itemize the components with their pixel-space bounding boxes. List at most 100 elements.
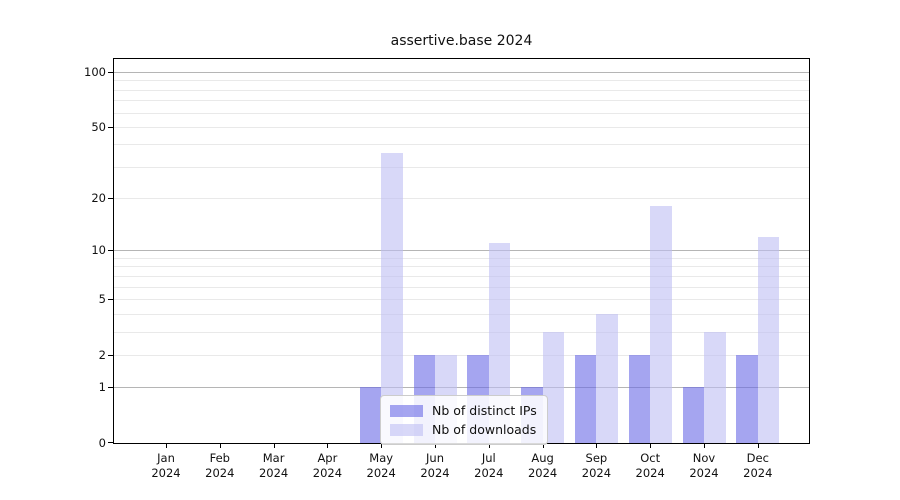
x-tick-sep [596,443,598,448]
bar-nb-of-distinct-ips-dec [736,354,758,443]
y-tick-label-0: 0 [98,436,106,450]
y-tick-label-20: 20 [91,191,106,206]
x-label-year: 2024 [420,466,450,480]
bar-nb-of-distinct-ips-sep [574,354,597,443]
y-tick-0 [108,442,113,443]
bar-nb-of-downloads-dec [757,236,780,443]
bar-nb-of-downloads-aug [542,331,565,443]
bar-nb-of-downloads-oct [650,206,672,443]
x-tick-apr [327,443,329,448]
bar-nb-of-distinct-ips-may [359,387,382,443]
minor-gridline [114,166,809,168]
x-tick-label-apr: Apr 2024 [295,451,359,481]
bar-nb-of-distinct-ips-nov [682,387,704,443]
plot-area: Nb of distinct IPs Nb of downloads 0 1 2 5 1… [84,58,810,480]
bar-nb-of-downloads-sep [596,313,618,443]
minor-gridline [114,275,809,277]
y-tick-1 [108,387,113,389]
y-tick-label-10: 10 [91,243,106,258]
major-gridline-5 [114,298,809,300]
x-tick-nov [704,443,705,448]
x-label-month: Nov [692,451,716,465]
x-tick-may [381,443,383,448]
legend-item-distinct-ips: Nb of distinct IPs [390,401,537,420]
y-tick-50 [108,126,113,128]
legend-swatch-downloads [390,423,423,436]
x-tick-label-oct: Oct 2024 [618,451,682,481]
x-label-month: Jan [157,451,175,465]
x-label-month: May [369,451,394,465]
x-label-year: 2024 [205,466,235,480]
x-tick-feb [219,443,221,448]
minor-gridline [114,89,809,91]
legend-item-downloads: Nb of downloads [390,420,537,439]
x-tick-label-dec: Dec 2024 [726,451,790,481]
y-tick-10 [108,250,113,252]
x-tick-label-feb: Feb 2024 [188,451,252,481]
x-tick-label-aug: Aug 2024 [511,451,575,481]
x-tick-mar [273,443,275,448]
x-tick-label-nov: Nov 2024 [672,451,736,481]
y-tick-label-2: 2 [98,347,106,362]
minor-gridline [114,313,809,315]
bar-nb-of-downloads-jul [488,243,511,443]
legend-label-distinct-ips: Nb of distinct IPs [432,403,537,418]
major-gridline-10 [114,250,809,252]
legend: Nb of distinct IPs Nb of downloads [380,395,548,445]
legend-label-downloads: Nb of downloads [432,422,537,437]
x-label-year: 2024 [151,466,181,480]
y-tick-label-100: 100 [84,65,106,79]
x-label-year: 2024 [743,466,773,480]
x-label-month: Feb [209,451,230,465]
minor-gridline [114,331,809,333]
minor-gridline [114,286,809,288]
x-tick-oct [650,443,652,448]
chart-title: assertive.base 2024 [390,33,533,49]
bar-nb-of-distinct-ips-oct [628,354,651,443]
x-label-year: 2024 [635,466,665,480]
x-label-month: Jul [481,451,496,465]
major-gridline-20 [114,198,809,200]
bar-nb-of-downloads-may [381,152,403,443]
major-gridline-1 [114,387,809,389]
x-tick-label-may: May 2024 [349,451,413,481]
x-label-month: Apr [317,451,338,465]
x-label-month: Sep [585,451,608,465]
x-tick-aug [542,443,544,448]
x-tick-label-jun: Jun 2024 [403,451,467,481]
x-label-year: 2024 [258,466,289,480]
x-label-year: 2024 [581,466,612,480]
x-tick-label-jan: Jan 2024 [134,451,198,481]
y-tick-2 [108,354,113,356]
minor-gridline [114,257,809,259]
y-tick-label-5: 5 [98,291,106,306]
y-tick-label-50: 50 [91,119,106,134]
x-label-month: Oct [640,451,661,465]
x-tick-dec [757,443,759,448]
y-tick-label-1: 1 [98,380,106,395]
minor-gridline [114,144,809,146]
minor-gridline [114,100,809,102]
x-label-year: 2024 [312,466,343,480]
minor-gridline [114,266,809,268]
major-gridline-50 [114,126,809,128]
y-tick-5 [108,298,113,300]
x-tick-label-jul: Jul 2024 [457,451,521,481]
x-label-month: Dec [746,451,769,465]
major-gridline-100 [114,72,809,73]
y-tick-20 [108,198,113,200]
x-label-month: Mar [262,451,285,465]
x-label-year: 2024 [474,466,504,480]
x-tick-jul [488,443,490,448]
major-gridline-2 [114,354,809,356]
x-tick-jan [166,443,167,448]
x-label-year: 2024 [689,466,719,480]
x-tick-label-sep: Sep 2024 [564,451,628,481]
x-tick-label-mar: Mar 2024 [242,451,306,481]
minor-gridline [114,112,809,114]
bar-nb-of-downloads-nov [704,331,726,443]
minor-gridline [114,80,809,82]
x-label-month: Aug [531,451,554,465]
legend-swatch-distinct-ips [390,404,423,417]
